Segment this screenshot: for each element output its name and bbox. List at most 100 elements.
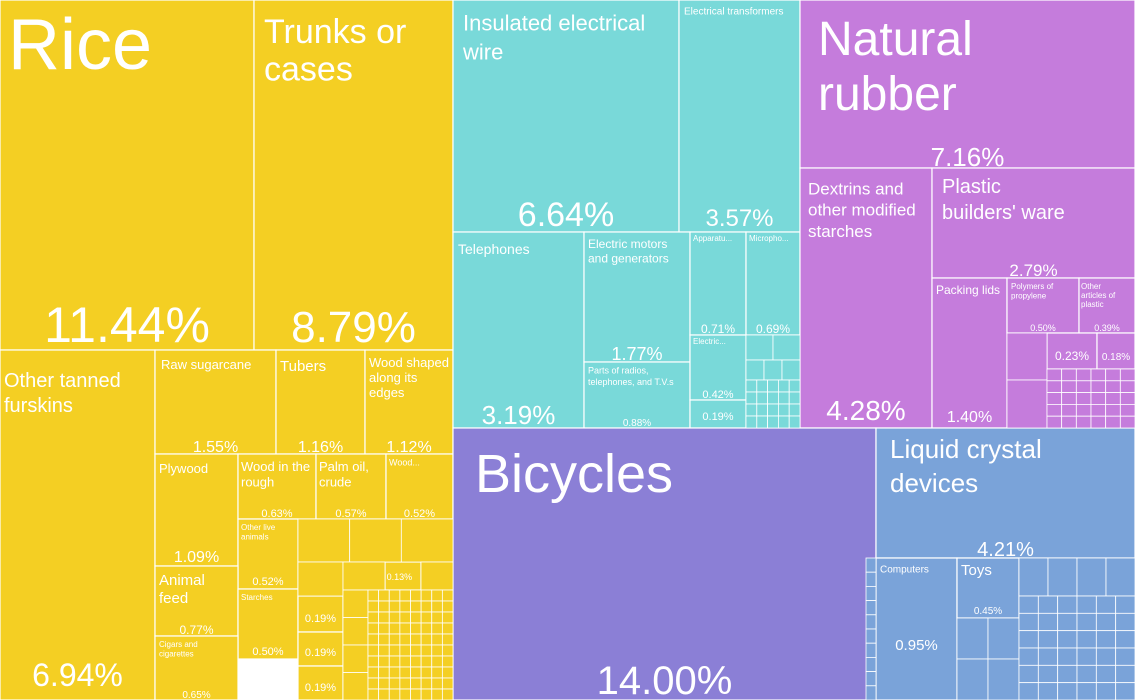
treemap-small-cell[interactable] — [410, 611, 422, 624]
treemap-small-cell[interactable] — [778, 391, 790, 405]
treemap-small-cell[interactable] — [399, 688, 411, 700]
treemap-small-cell[interactable] — [431, 677, 443, 690]
treemap-small-cell[interactable] — [865, 614, 877, 630]
treemap-small-cell[interactable] — [400, 518, 454, 563]
treemap-small-cell[interactable] — [378, 611, 390, 624]
treemap-small-cell[interactable] — [420, 589, 433, 602]
treemap-small-cell[interactable] — [767, 415, 779, 429]
treemap-small-cell[interactable] — [378, 677, 390, 690]
treemap-small-cell[interactable] — [1095, 664, 1117, 684]
treemap-small-cell[interactable] — [367, 655, 380, 668]
treemap-small-cell[interactable] — [378, 633, 390, 646]
treemap-small-cell[interactable] — [378, 666, 390, 679]
treemap-cell-wood-shaped-along-its-edges[interactable] — [364, 349, 454, 455]
treemap-small-cell[interactable] — [410, 589, 422, 602]
treemap-small-cell[interactable] — [420, 677, 433, 690]
treemap-small-cell[interactable] — [399, 600, 411, 613]
treemap-small-cell[interactable] — [1018, 557, 1049, 597]
treemap-small-cell[interactable] — [1090, 392, 1107, 405]
treemap-small-cell[interactable] — [342, 561, 386, 591]
treemap-small-cell[interactable] — [1095, 612, 1117, 632]
treemap-small-cell[interactable] — [399, 666, 411, 679]
treemap-small-cell[interactable] — [865, 628, 877, 644]
treemap-small-cell[interactable] — [745, 359, 765, 381]
treemap-small-cell[interactable] — [745, 379, 758, 393]
treemap-cell-electric-motors-and-generators[interactable] — [583, 231, 691, 363]
treemap-small-cell[interactable] — [388, 655, 401, 668]
treemap-small-cell[interactable] — [1115, 612, 1135, 632]
treemap-small-cell[interactable] — [441, 644, 454, 657]
treemap-small-cell[interactable] — [399, 677, 411, 690]
treemap-cell-liquid-crystal-devices[interactable] — [875, 427, 1135, 559]
treemap-small-cell[interactable] — [1115, 595, 1135, 614]
treemap-small-cell[interactable] — [1090, 403, 1107, 417]
treemap-small-cell[interactable] — [745, 415, 758, 429]
treemap-small-cell[interactable] — [756, 415, 768, 429]
treemap-small-cell[interactable] — [1046, 380, 1063, 393]
treemap-small-cell[interactable] — [342, 617, 369, 646]
treemap-cell-micropho[interactable] — [745, 231, 801, 336]
treemap-small-cell[interactable] — [1037, 647, 1059, 666]
treemap-small-cell[interactable] — [756, 379, 768, 393]
treemap-small-cell[interactable] — [431, 611, 443, 624]
treemap-small-cell[interactable] — [865, 657, 877, 673]
treemap-cell-apparatu[interactable] — [689, 231, 747, 336]
treemap-small-cell[interactable] — [1046, 403, 1063, 417]
treemap-small-cell[interactable] — [865, 671, 877, 687]
treemap-small-cell[interactable] — [778, 403, 790, 417]
treemap-small-cell[interactable] — [1090, 368, 1107, 382]
treemap-small-cell[interactable] — [367, 611, 380, 624]
treemap-small-cell[interactable] — [1105, 368, 1121, 382]
treemap-small-cell[interactable] — [1090, 415, 1107, 429]
treemap-small-cell[interactable] — [378, 688, 390, 700]
treemap-small-cell[interactable] — [420, 600, 433, 613]
treemap-small-cell[interactable] — [1037, 682, 1059, 700]
treemap-small-cell[interactable] — [1119, 403, 1135, 417]
treemap-small-cell[interactable] — [1061, 380, 1077, 393]
treemap-small-cell[interactable] — [420, 611, 433, 624]
treemap-small-cell[interactable] — [1076, 557, 1107, 597]
treemap-small-cell[interactable] — [342, 589, 369, 618]
treemap-small-cell[interactable] — [865, 586, 877, 602]
treemap-small-cell[interactable] — [1105, 557, 1135, 597]
treemap-cell-bicycles[interactable] — [452, 427, 877, 700]
treemap-cell-electrical-transformers[interactable] — [678, 0, 801, 233]
treemap-small-cell[interactable] — [1076, 647, 1097, 666]
treemap-small-cell[interactable] — [767, 391, 779, 405]
treemap-small-cell[interactable] — [399, 644, 411, 657]
treemap-small-cell[interactable] — [410, 644, 422, 657]
treemap-small-cell[interactable] — [420, 688, 433, 700]
treemap-small-cell[interactable] — [745, 334, 774, 361]
treemap-cell-item-16[interactable] — [297, 665, 344, 700]
treemap-small-cell[interactable] — [1061, 368, 1077, 382]
treemap-small-cell[interactable] — [788, 391, 801, 405]
treemap-small-cell[interactable] — [420, 666, 433, 679]
treemap-cell-item-15[interactable] — [297, 631, 344, 667]
treemap-small-cell[interactable] — [1061, 403, 1077, 417]
treemap-cell-wood-in-the-rough[interactable] — [237, 453, 317, 520]
treemap-small-cell[interactable] — [1095, 595, 1117, 614]
treemap-small-cell[interactable] — [441, 677, 454, 690]
treemap-small-cell[interactable] — [1075, 403, 1092, 417]
treemap-small-cell[interactable] — [767, 403, 779, 417]
treemap-cell-natural-rubber[interactable] — [799, 0, 1135, 169]
treemap-small-cell[interactable] — [367, 622, 380, 635]
treemap-small-cell[interactable] — [441, 666, 454, 679]
treemap-small-cell[interactable] — [788, 415, 801, 429]
treemap-small-cell[interactable] — [1057, 664, 1078, 684]
treemap-small-cell[interactable] — [778, 379, 790, 393]
treemap-cell-parts-of-radios-telephones-and-t-v-s[interactable] — [583, 361, 691, 429]
treemap-small-cell[interactable] — [388, 589, 401, 602]
treemap-small-cell[interactable] — [388, 644, 401, 657]
treemap-small-cell[interactable] — [1037, 612, 1059, 632]
treemap-small-cell[interactable] — [410, 655, 422, 668]
treemap-small-cell[interactable] — [431, 655, 443, 668]
treemap-small-cell[interactable] — [388, 633, 401, 646]
treemap-small-cell[interactable] — [1018, 595, 1039, 614]
treemap-small-cell[interactable] — [441, 655, 454, 668]
treemap-small-cell[interactable] — [420, 633, 433, 646]
treemap-small-cell[interactable] — [1095, 682, 1117, 700]
treemap-cell-item-34[interactable] — [1096, 332, 1135, 370]
treemap-small-cell[interactable] — [1018, 647, 1039, 666]
treemap-small-cell[interactable] — [1119, 415, 1135, 429]
